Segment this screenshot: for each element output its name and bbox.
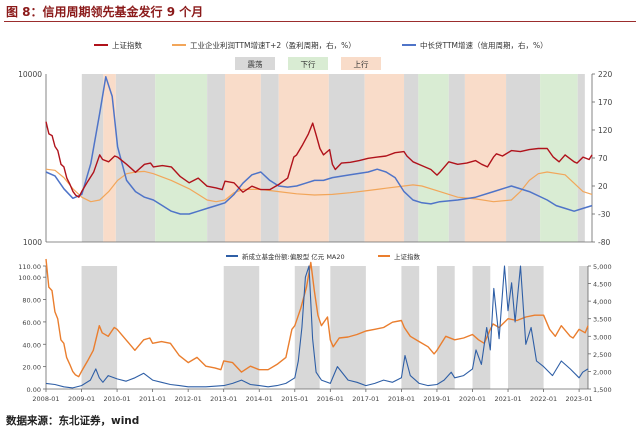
top-right-tick-label-1: 170 [598, 98, 613, 107]
top-band-green-11 [418, 74, 449, 242]
x-tick-label-12: 2020-01 [459, 395, 486, 403]
bottom-band-5 [436, 266, 455, 389]
phase-legend-box-grey [235, 57, 275, 70]
x-tick-label-8: 2016-01 [317, 395, 344, 403]
x-tick-label-5: 2013-01 [210, 395, 237, 403]
bottom-right-tick-label-6: 2,000 [593, 368, 612, 376]
x-tick-label-13: 2021-01 [494, 395, 521, 403]
x-tick-label-1: 2009-01 [68, 395, 95, 403]
x-tick-label-2: 2010-01 [103, 395, 130, 403]
bottom-band-1 [223, 266, 260, 389]
top-band-grey-2 [115, 74, 156, 242]
bottom-legend-label-sse_bottom: 上证指数 [394, 252, 421, 261]
bottom-right-tick-label-0: 5,000 [593, 263, 612, 271]
bottom-right-tick-label-2: 4,000 [593, 298, 612, 306]
top-band-grey-8 [328, 74, 365, 242]
x-tick-label-3: 2011-01 [139, 395, 166, 403]
phase-legend-label-grey: 震荡 [248, 59, 263, 69]
title-rule [4, 21, 636, 22]
bottom-right-tick-label-5: 2,500 [593, 351, 612, 359]
bottom-band-7 [508, 266, 544, 389]
bottom-band-8 [579, 266, 588, 389]
top-band-grey-12 [448, 74, 465, 242]
top-left-tick-label-0: 10000 [18, 70, 42, 79]
bottom-left-tick-label-6: 0.00 [27, 386, 41, 394]
top-chart: 10000 1000 220 170 120 70 20 -30 -80 上证指数 工业企业利润TT… [18, 40, 612, 247]
top-band-orange-13 [464, 74, 507, 242]
x-tick-label-14: 2022-01 [530, 395, 557, 403]
top-band-orange-1 [103, 74, 116, 242]
profit-series-line [45, 168, 593, 203]
top-band-grey-14 [506, 74, 541, 242]
bottom-band-6 [472, 266, 491, 389]
top-band-orange-7 [278, 74, 329, 242]
legend-label-sse: 上证指数 [112, 40, 142, 50]
x-tick-label-11: 2019-01 [423, 395, 450, 403]
sse-series-line [45, 121, 593, 198]
phase-legend-box-orange [341, 57, 381, 70]
source-note: 数据来源：东北证券，wind [6, 415, 140, 427]
top-band-grey-6 [260, 74, 279, 242]
top-right-tick-label-5: -30 [598, 210, 610, 219]
top-right-tick-label-0: 220 [598, 70, 613, 79]
phase-legend-label-orange: 上行 [354, 59, 369, 69]
top-band-grey-4 [207, 74, 226, 242]
fundraise-series-line [45, 265, 589, 389]
bottom-left-tick-label-4: 40.00 [22, 341, 41, 349]
top-band-green-15 [540, 74, 578, 242]
x-tick-label-0: 2008-01 [32, 395, 59, 403]
x-tick-label-10: 2018-01 [388, 395, 415, 403]
top-band-green-3 [155, 74, 208, 242]
legend-label-credit: 中长贷TTM增速（信用周期，右，%） [420, 40, 548, 50]
x-tick-label-15: 2023-01 [566, 395, 593, 403]
x-tick-label-7: 2015-01 [281, 395, 308, 403]
bottom-right-tick-label-7: 1,500 [593, 386, 612, 394]
top-right-tick-label-3: 70 [598, 154, 608, 163]
phase-legend-box-green [288, 57, 328, 70]
top-right-tick-label-2: 120 [598, 126, 613, 135]
bottom-left-tick-label-3: 60.00 [22, 319, 41, 327]
credit-series-line [45, 76, 593, 215]
bottom-right-tick-label-3: 3,500 [593, 316, 612, 324]
top-right-tick-label-6: -80 [598, 238, 610, 247]
legend-label-profit: 工业企业利润TTM增速T+2（盈利周期，右，%） [190, 40, 356, 50]
x-tick-label-4: 2012-01 [175, 395, 202, 403]
bottom-left-tick-label-1: 100.00 [18, 274, 41, 282]
bottom-left-tick-label-2: 80.00 [22, 297, 41, 305]
top-band-orange-5 [225, 74, 261, 242]
bottom-left-tick-label-5: 20.00 [22, 364, 41, 372]
bottom-left-tick-label-0: 110.00 [18, 263, 41, 271]
phase-legend-label-green: 下行 [301, 59, 316, 69]
x-tick-label-6: 2014-01 [246, 395, 273, 403]
top-right-tick-label-4: 20 [598, 182, 608, 191]
bottom-chart: 110.00 100.00 80.00 60.00 40.00 20.00 0.00 5,00… [18, 252, 611, 403]
bottom-right-tick-label-4: 3,000 [593, 333, 612, 341]
chart-canvas: 10000 1000 220 170 120 70 20 -30 -80 上证指数 工业企业利润TT… [18, 40, 612, 403]
x-tick-label-9: 2017-01 [352, 395, 379, 403]
bottom-right-tick-label-1: 4,500 [593, 281, 612, 289]
top-left-tick-label-1: 1000 [23, 238, 42, 247]
bottom-legend-label-fundraise: 新成立基金份额:偏股型 亿元 MA20 [242, 252, 345, 261]
figure-title: 图 8：信用周期领先基金发行 9 个月 [6, 5, 204, 19]
top-band-grey-10 [404, 74, 419, 242]
